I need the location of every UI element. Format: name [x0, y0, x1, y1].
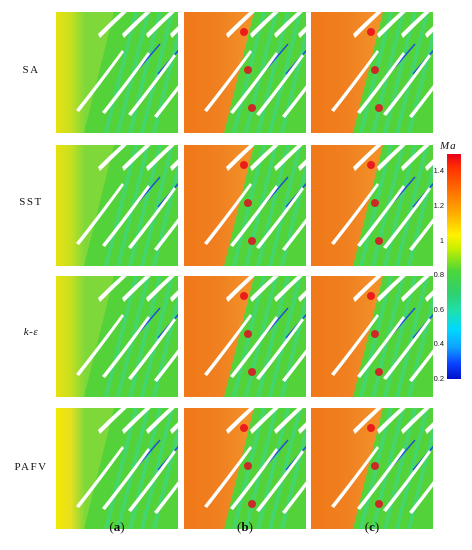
colorbar-tick-label: 0.8 [433, 270, 444, 280]
colorbar-tick-label: 1.2 [433, 200, 444, 210]
mach-colorbar [447, 154, 461, 379]
contour-panel [56, 408, 178, 529]
contour-panel [311, 276, 433, 397]
column-label-a: (a) [109, 519, 125, 534]
contour-panel [311, 12, 433, 133]
contour-panel [184, 145, 306, 266]
row-label-sa: SA [22, 64, 40, 76]
column-label-c: (c) [364, 519, 380, 534]
contour-panel [311, 408, 433, 529]
row-label-sst: SST [19, 196, 43, 208]
contour-panel [184, 12, 306, 133]
contour-panel [56, 276, 178, 397]
row-label-k-epsilon: k-ε [23, 326, 39, 338]
colorbar-tick-label: 1 [439, 235, 444, 245]
column-label-b: (b) [237, 519, 253, 534]
contour-panel [184, 276, 306, 397]
colorbar-tick-label: 1.4 [433, 166, 444, 176]
colorbar-title: Ma [440, 140, 457, 152]
colorbar-tick-label: 0.2 [433, 374, 444, 383]
contour-panel [56, 145, 178, 266]
contour-panel [56, 12, 178, 133]
row-label-pafv: PAFV [14, 461, 48, 473]
colorbar-tick-label: 0.4 [433, 339, 444, 349]
contour-panel [311, 145, 433, 266]
colorbar-tick-label: 0.6 [433, 304, 444, 314]
contour-panel [184, 408, 306, 529]
